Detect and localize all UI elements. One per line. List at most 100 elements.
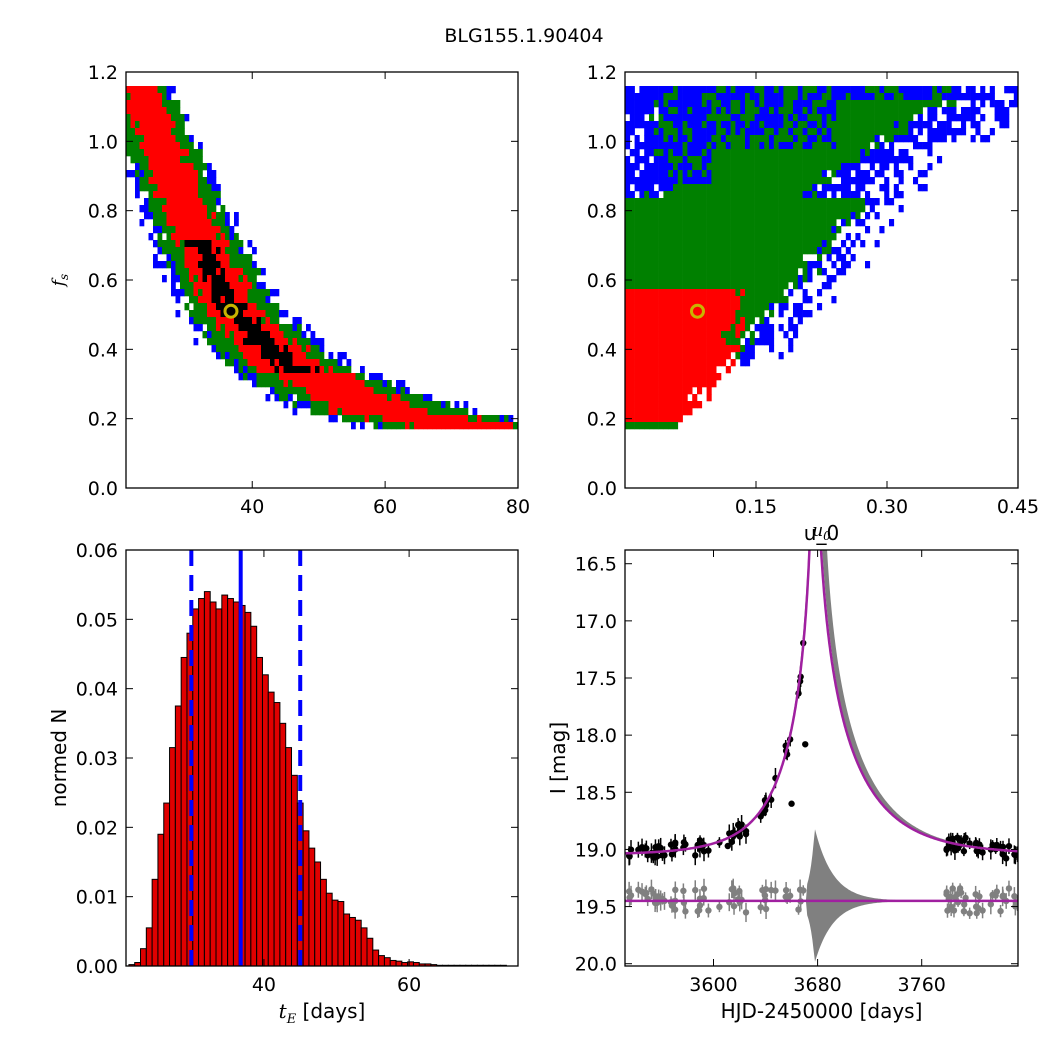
- heatmap-cell: [778, 310, 784, 318]
- heatmap-cell: [673, 170, 679, 178]
- heatmap-cell: [211, 317, 217, 325]
- heatmap-cell: [850, 114, 856, 122]
- residual-point: [694, 908, 701, 915]
- heatmap-cell: [783, 205, 789, 213]
- heatmap-cell: [333, 415, 338, 423]
- heatmap-cell: [306, 401, 311, 409]
- heatmap-cell: [653, 303, 659, 311]
- heatmap-cell: [644, 177, 650, 185]
- heatmap-cell: [769, 212, 775, 220]
- x-tick-label: 0.45: [997, 496, 1039, 518]
- heatmap-cell: [778, 156, 784, 164]
- heatmap-cell: [634, 310, 640, 318]
- heatmap-cell: [692, 268, 698, 276]
- heatmap-cell: [644, 198, 650, 206]
- heatmap-cell: [653, 415, 659, 423]
- heatmap-cell: [788, 170, 794, 178]
- heatmap-cell: [297, 331, 302, 339]
- heatmap-cell: [845, 170, 851, 178]
- heatmap-cell: [658, 359, 664, 367]
- heatmap-cell: [745, 296, 751, 304]
- heatmap-cell: [721, 247, 727, 255]
- heatmap-cell: [207, 191, 212, 199]
- heatmap-cell: [649, 415, 655, 423]
- heatmap-cell: [841, 205, 847, 213]
- heatmap-cell: [687, 324, 693, 332]
- heatmap-cell: [148, 184, 154, 192]
- heatmap-cell: [687, 380, 693, 388]
- heatmap-cell: [644, 422, 650, 430]
- heatmap-cell: [315, 394, 320, 402]
- heatmap-cell: [663, 366, 669, 374]
- heatmap-cell: [673, 240, 679, 248]
- heatmap-cell: [346, 408, 352, 416]
- heatmap-cell: [903, 156, 909, 164]
- heatmap-cell: [634, 303, 640, 311]
- heatmap-cell: [740, 359, 746, 367]
- heatmap-cell: [373, 380, 379, 388]
- heatmap-cell: [644, 380, 650, 388]
- heatmap-cell: [279, 324, 284, 332]
- heatmap-cell: [649, 373, 655, 381]
- heatmap-cell: [677, 324, 683, 332]
- plot-area: [625, 86, 1018, 430]
- heatmap-cell: [845, 163, 851, 171]
- heatmap-cell: [745, 121, 751, 129]
- heatmap-cell: [716, 303, 722, 311]
- heatmap-cell: [845, 86, 851, 94]
- heatmap-cell: [175, 156, 181, 164]
- heatmap-cell: [783, 177, 789, 185]
- heatmap-cell: [754, 149, 760, 157]
- heatmap-cell: [817, 170, 823, 178]
- heatmap-cell: [845, 212, 851, 220]
- heatmap-cell: [841, 163, 847, 171]
- histogram-bar: [366, 937, 374, 966]
- heatmap-cell: [749, 282, 755, 290]
- heatmap-cell: [297, 338, 302, 346]
- heatmap-cell: [270, 331, 275, 339]
- heatmap-cell: [745, 310, 751, 318]
- heatmap-cell: [889, 128, 895, 136]
- heatmap-cell: [802, 219, 808, 227]
- heatmap-cell: [865, 142, 871, 150]
- heatmap-cell: [850, 163, 856, 171]
- heatmap-cell: [845, 100, 851, 108]
- heatmap-cell: [216, 282, 221, 290]
- heatmap-cell: [783, 240, 789, 248]
- heatmap-cell: [629, 415, 635, 423]
- heatmap-cell: [783, 275, 789, 283]
- plot-area: [128, 550, 507, 966]
- heatmap-cell: [391, 387, 397, 395]
- heatmap-cell: [869, 86, 875, 94]
- histogram-bar: [354, 919, 362, 966]
- heatmap-cell: [769, 282, 775, 290]
- heatmap-cell: [711, 121, 717, 129]
- heatmap-cell: [649, 331, 655, 339]
- heatmap-cell: [629, 401, 635, 409]
- heatmap-cell: [436, 408, 442, 416]
- heatmap-cell: [634, 373, 640, 381]
- heatmap-cell: [682, 317, 688, 325]
- heatmap-cell: [721, 240, 727, 248]
- heatmap-cell: [893, 184, 899, 192]
- heatmap-cell: [764, 282, 770, 290]
- heatmap-cell: [725, 310, 731, 318]
- heatmap-cell: [216, 317, 221, 325]
- heatmap-cell: [198, 282, 203, 290]
- heatmap-cell: [625, 345, 631, 353]
- data-point: [1005, 842, 1013, 850]
- heatmap-cell: [220, 240, 226, 248]
- heatmap-cell: [396, 401, 401, 409]
- heatmap-cell: [716, 86, 722, 94]
- heatmap-cell: [369, 380, 374, 388]
- heatmap-cell: [831, 184, 837, 192]
- heatmap-cell: [773, 226, 779, 234]
- heatmap-cell: [653, 149, 659, 157]
- heatmap-cell: [884, 93, 890, 101]
- heatmap-cell: [220, 254, 226, 262]
- heatmap-cell: [706, 121, 712, 129]
- heatmap-cell: [153, 226, 158, 234]
- heatmap-cell: [288, 345, 293, 353]
- heatmap-cell: [711, 282, 717, 290]
- heatmap-cell: [812, 233, 818, 241]
